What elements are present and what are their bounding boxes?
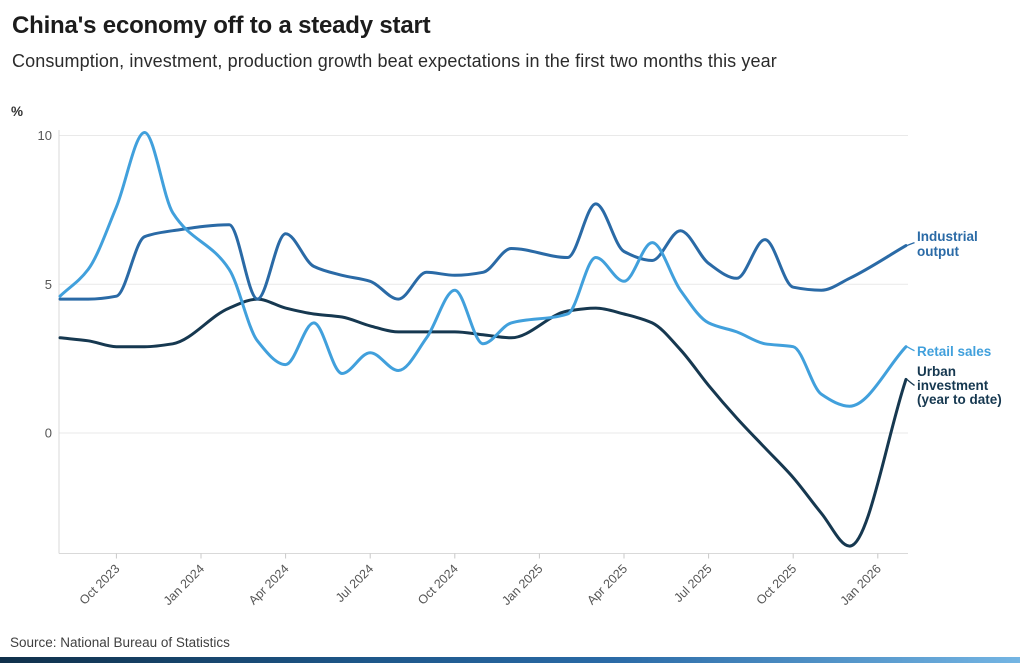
x-tick-label: Oct 2023 <box>77 562 123 608</box>
line-chart: 0 5 10% Oct 2023 Jan 2024 Apr 2024 Jul 2024 Oct… <box>11 104 1002 608</box>
x-tick-label: Jan 2026 <box>838 562 884 608</box>
x-tick-label: Apr 2025 <box>584 562 630 608</box>
x-tick-label: Jan 2025 <box>499 562 545 608</box>
label-leader-line <box>906 378 915 386</box>
x-tick-label: Apr 2024 <box>246 562 292 608</box>
series-label-text: Retail sales <box>917 344 991 359</box>
chart-area: 0 5 10% Oct 2023 Jan 2024 Apr 2024 Jul 2024 Oct… <box>0 100 1020 620</box>
x-tick-label: Oct 2025 <box>754 562 800 608</box>
label-leader-line <box>906 346 915 352</box>
label-leader-line <box>906 241 915 247</box>
x-tick-label: Jul 2025 <box>671 562 714 605</box>
brand-gradient-bar <box>0 657 1020 663</box>
series-label-text: Industrial <box>917 229 978 244</box>
x-tick-label: Jul 2024 <box>333 562 376 605</box>
series-end-label: Retail sales <box>917 344 991 359</box>
series-label-text: investment <box>917 378 989 393</box>
series-line <box>58 297 908 548</box>
series-label-text: (year to date) <box>917 392 1002 407</box>
y-tick-label: 0 <box>45 426 52 441</box>
x-tick-label: Jan 2024 <box>161 562 207 608</box>
unit-label: % <box>11 104 23 119</box>
page-title: China's economy off to a steady start <box>12 12 431 39</box>
y-tick-label: 10 <box>38 128 52 143</box>
series-label-text: output <box>917 244 959 259</box>
series-label-text: Urban <box>917 364 956 379</box>
y-tick-label: 5 <box>45 277 52 292</box>
source-note: Source: National Bureau of Statistics <box>10 635 230 650</box>
series-line <box>58 131 908 408</box>
x-tick-label: Oct 2024 <box>415 562 461 608</box>
page-subtitle: Consumption, investment, production grow… <box>12 51 777 71</box>
series-line <box>58 202 908 301</box>
